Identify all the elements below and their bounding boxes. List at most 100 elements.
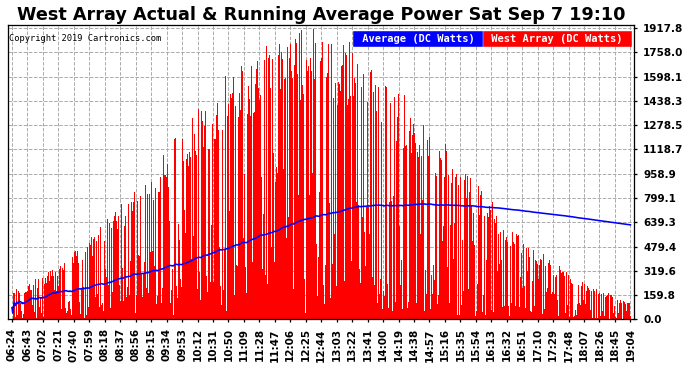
Bar <box>525 308 526 319</box>
Bar <box>268 59 269 319</box>
Bar <box>597 306 598 319</box>
Bar <box>412 314 413 319</box>
Bar <box>375 85 376 319</box>
Bar <box>237 266 238 319</box>
Bar <box>508 307 509 319</box>
Bar <box>486 261 487 319</box>
Bar <box>476 311 477 319</box>
Bar <box>605 297 607 319</box>
Bar <box>172 315 174 319</box>
Bar <box>148 293 149 319</box>
Bar <box>487 213 488 319</box>
Bar <box>335 82 336 319</box>
Bar <box>54 314 55 319</box>
Bar <box>552 292 553 319</box>
Bar <box>295 39 296 319</box>
Bar <box>45 279 46 319</box>
Bar <box>477 300 478 319</box>
Bar <box>431 284 433 319</box>
Bar <box>580 305 581 319</box>
Bar <box>17 315 18 319</box>
Bar <box>425 270 426 319</box>
Bar <box>92 243 93 319</box>
Bar <box>348 99 349 319</box>
Bar <box>77 251 78 319</box>
Bar <box>406 145 407 319</box>
Bar <box>429 137 430 319</box>
Bar <box>554 294 555 319</box>
Bar <box>556 275 557 319</box>
Bar <box>275 182 276 319</box>
Bar <box>186 159 187 319</box>
Bar <box>470 185 471 319</box>
Bar <box>140 196 141 319</box>
Bar <box>520 277 521 319</box>
Bar <box>521 252 522 319</box>
Bar <box>620 300 621 319</box>
Bar <box>331 69 333 319</box>
Bar <box>49 281 50 319</box>
Bar <box>512 233 513 319</box>
Bar <box>355 83 356 319</box>
Bar <box>344 281 345 319</box>
Bar <box>385 107 386 319</box>
Bar <box>296 43 297 319</box>
Bar <box>326 77 327 319</box>
Bar <box>154 305 155 319</box>
Bar <box>113 221 114 319</box>
Bar <box>276 167 277 319</box>
Bar <box>444 177 445 319</box>
Bar <box>253 113 254 319</box>
Bar <box>202 121 203 319</box>
Bar <box>119 226 120 319</box>
Bar <box>53 276 54 319</box>
Bar <box>607 295 608 319</box>
Bar <box>553 275 554 319</box>
Bar <box>558 316 559 319</box>
Bar <box>333 98 334 319</box>
Bar <box>265 275 266 319</box>
Bar <box>178 224 179 319</box>
Bar <box>107 219 108 319</box>
Bar <box>290 44 291 319</box>
Bar <box>99 307 100 319</box>
Bar <box>420 234 421 319</box>
Bar <box>195 151 196 319</box>
Bar <box>187 154 188 319</box>
Bar <box>582 282 583 319</box>
Bar <box>499 264 500 319</box>
Bar <box>403 148 404 319</box>
Bar <box>562 279 563 319</box>
Bar <box>570 276 571 319</box>
Bar <box>479 215 480 319</box>
Bar <box>145 184 146 319</box>
Bar <box>197 289 198 319</box>
Bar <box>567 305 568 319</box>
Bar <box>280 89 281 319</box>
Bar <box>526 271 528 319</box>
Bar <box>224 250 225 319</box>
Bar <box>312 284 313 319</box>
Bar <box>165 175 166 319</box>
Bar <box>16 296 17 319</box>
Bar <box>505 240 506 319</box>
Bar <box>399 226 400 319</box>
Bar <box>448 175 449 319</box>
Bar <box>426 294 427 319</box>
Bar <box>118 216 119 319</box>
Bar <box>539 265 540 319</box>
Bar <box>372 277 373 319</box>
Bar <box>282 60 283 319</box>
Bar <box>109 223 110 319</box>
Bar <box>23 314 24 319</box>
Bar <box>561 273 562 319</box>
Bar <box>545 266 546 319</box>
Bar <box>144 262 145 319</box>
Bar <box>146 273 148 319</box>
Bar <box>161 177 162 319</box>
Bar <box>378 88 380 319</box>
Bar <box>203 147 204 319</box>
Bar <box>467 176 468 319</box>
Bar <box>63 270 64 319</box>
Bar <box>361 87 362 319</box>
